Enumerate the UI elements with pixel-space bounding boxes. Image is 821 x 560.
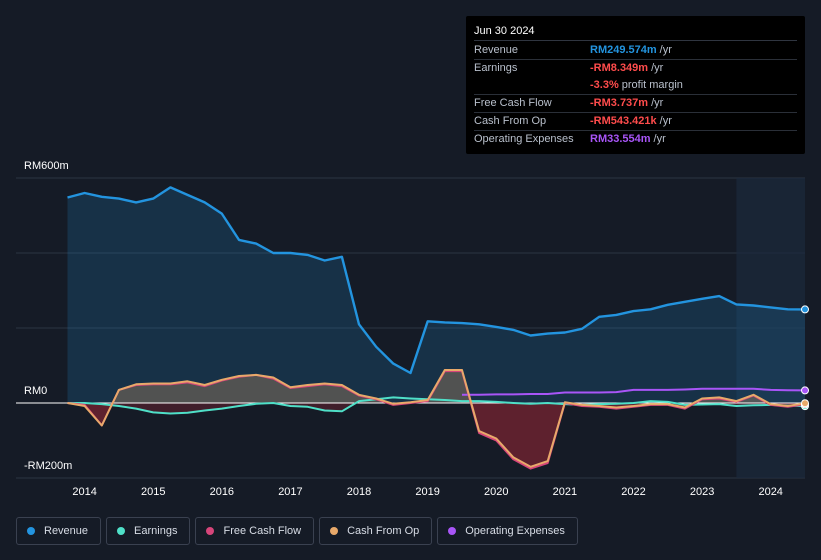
y-axis-label-zero: RM0 (24, 385, 48, 397)
tooltip-label (474, 77, 590, 94)
forecast-highlight-band (736, 178, 805, 478)
tooltip-value: -RM543.421k (590, 115, 657, 127)
cash-from-op-line (67, 369, 806, 468)
legend-label: Cash From Op (347, 525, 420, 537)
earnings-area-negative (67, 403, 805, 414)
revenue-line (67, 186, 806, 375)
tooltip-label: Cash From Op (474, 115, 547, 127)
legend-label: Operating Expenses (465, 525, 565, 537)
tooltip-unit: /yr (659, 115, 672, 127)
tooltip-unit: /yr (651, 62, 664, 74)
chart-gridlines (16, 177, 805, 479)
tooltip-row-earnings: Earnings -RM8.349m /yr (474, 60, 797, 77)
legend-dot-icon (448, 527, 457, 535)
x-tick-label: 2016 (210, 486, 234, 498)
chart-legend: Revenue Earnings Free Cash Flow Cash Fro… (16, 517, 578, 545)
legend-item-revenue[interactable]: Revenue (16, 517, 102, 545)
tooltip-label: Earnings (474, 62, 518, 74)
x-axis-ticks: 2014 2015 2016 2017 2018 2019 2020 2021 2022 2023… (72, 486, 783, 498)
tooltip-row-cash-from-op: Cash From Op -RM543.421k /yr (474, 113, 797, 131)
x-tick-label: 2017 (278, 486, 302, 498)
y-axis-label-top: RM600m (24, 160, 69, 172)
legend-item-earnings[interactable]: Earnings (106, 517, 191, 545)
tooltip-label: Free Cash Flow (474, 97, 552, 109)
tooltip-date: Jun 30 2024 (474, 24, 797, 41)
legend-item-cash-from-op[interactable]: Cash From Op (319, 517, 433, 545)
x-tick-label: 2023 (690, 486, 714, 498)
legend-label: Revenue (44, 525, 89, 537)
tooltip-value: -RM8.349m (590, 62, 649, 74)
tooltip-label: Operating Expenses (474, 133, 574, 145)
earnings-line (67, 396, 806, 415)
tooltip-label: Revenue (474, 44, 519, 56)
x-tick-label: 2019 (415, 486, 439, 498)
tooltip-row-free-cash-flow: Free Cash Flow -RM3.737m /yr (474, 95, 797, 113)
operating-expenses-line (462, 387, 806, 396)
legend-label: Free Cash Flow (223, 525, 302, 537)
x-tick-label: 2015 (141, 486, 165, 498)
chart-areas (16, 187, 805, 467)
tooltip-row-operating-expenses: Operating Expenses RM33.554m /yr (474, 131, 797, 148)
legend-item-free-cash-flow[interactable]: Free Cash Flow (195, 517, 315, 545)
tooltip-unit: profit margin (621, 79, 683, 91)
revenue-end-marker (801, 305, 809, 314)
legend-dot-icon (206, 527, 215, 535)
x-tick-label: 2018 (347, 486, 371, 498)
chart-end-markers (801, 305, 809, 411)
x-tick-label: 2014 (72, 486, 96, 498)
legend-dot-icon (330, 527, 339, 535)
tooltip-unit: /yr (653, 133, 666, 145)
tooltip-row-revenue: Revenue RM249.574m /yr (474, 42, 797, 60)
tooltip-value: -3.3% (590, 79, 619, 91)
tooltip-value: RM33.554m (590, 133, 651, 145)
revenue-area (67, 187, 805, 403)
x-tick-label: 2022 (621, 486, 645, 498)
operating-expenses-end-marker (801, 386, 809, 395)
tooltip-value: RM249.574m (590, 44, 657, 56)
legend-dot-icon (117, 527, 126, 535)
legend-dot-icon (27, 527, 35, 535)
tooltip-row-profit-margin: -3.3% profit margin (474, 77, 797, 95)
tooltip-unit: /yr (659, 44, 672, 56)
y-axis-label-bottom: -RM200m (24, 460, 73, 472)
tooltip-value: -RM3.737m (590, 97, 649, 109)
chart-lines (67, 186, 806, 470)
x-tick-label: 2024 (758, 486, 782, 498)
cash-from-op-end-marker (801, 399, 809, 408)
data-tooltip: Jun 30 2024 Revenue RM249.574m /yr Earni… (466, 16, 805, 154)
legend-label: Earnings (134, 525, 178, 537)
x-tick-label: 2020 (484, 486, 508, 498)
tooltip-unit: /yr (651, 97, 664, 109)
legend-item-operating-expenses[interactable]: Operating Expenses (437, 517, 578, 545)
x-tick-label: 2021 (553, 486, 577, 498)
